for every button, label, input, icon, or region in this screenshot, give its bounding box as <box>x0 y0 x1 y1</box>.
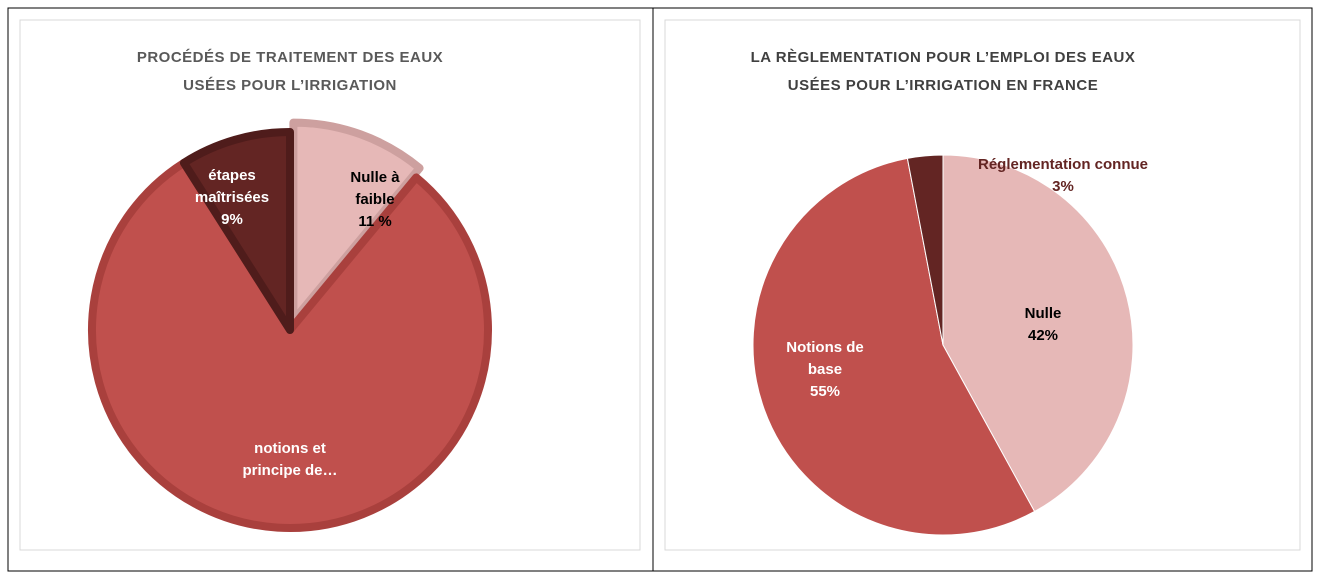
category-label: Réglementation connue <box>977 156 1149 173</box>
chart-border <box>19 19 641 551</box>
chart-title: LA RÈGLEMENTATION POUR L’EMPLOI DES EAUX… <box>750 49 1136 94</box>
data-label: Nulle 42% <box>1003 303 1083 347</box>
chart-border <box>664 19 1301 551</box>
value-label: 55% <box>809 383 841 400</box>
data-label: notions et principe de… <box>225 438 355 482</box>
category-label: étapes maîtrisées <box>194 167 270 206</box>
chart-title: PROCÉDÉS DE TRAITEMENT DES EAUX USÉES PO… <box>136 49 444 94</box>
frame <box>7 7 1313 572</box>
category-label: Nulle <box>1024 305 1062 322</box>
pie-slice <box>88 158 492 532</box>
data-label: Notions de base 55% <box>785 337 865 403</box>
category-label: Nulle à faible <box>350 169 400 208</box>
data-label: étapes maîtrisées 9% <box>182 165 282 231</box>
pie-slice <box>942 154 1134 512</box>
data-label: Nulle à faible 11 % <box>330 167 420 233</box>
pie-slice <box>179 128 294 334</box>
pie-slice <box>906 154 944 346</box>
category-label: Notions de base <box>786 339 864 378</box>
value-label: 9% <box>221 211 243 228</box>
value-label: 11 % <box>358 213 392 230</box>
pie-slice <box>289 118 424 325</box>
value-label: 3% <box>1052 178 1074 195</box>
pie-slice <box>752 157 1036 536</box>
data-label: Réglementation connue 3% <box>948 154 1178 198</box>
value-label: 42% <box>1027 327 1059 344</box>
category-label: notions et principe de… <box>242 440 338 479</box>
